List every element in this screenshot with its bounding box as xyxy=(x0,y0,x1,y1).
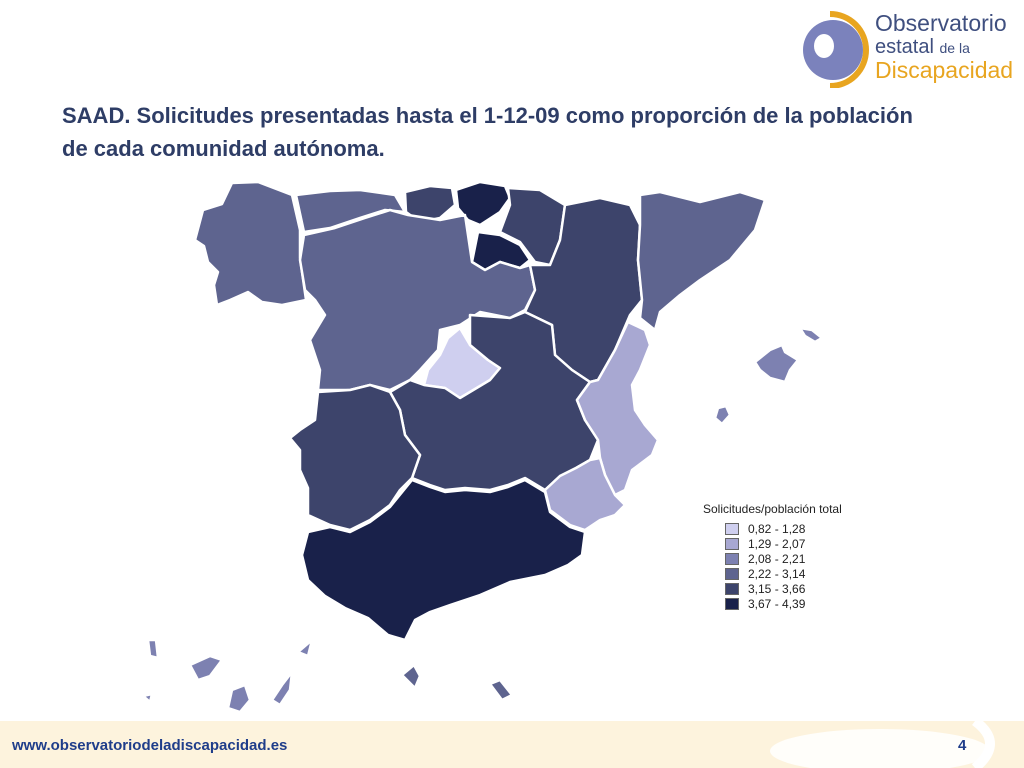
page-number: 4 xyxy=(958,737,967,754)
legend-label: 1,29 - 2,07 xyxy=(748,536,806,551)
legend-swatch xyxy=(725,522,739,535)
legend-item: 3,67 - 4,39 xyxy=(725,596,842,611)
legend-item: 0,82 - 1,28 xyxy=(725,521,842,536)
region-melilla xyxy=(488,678,514,702)
region-extremadura xyxy=(288,383,422,532)
logo-line-1: Observatorio xyxy=(875,10,1007,36)
region-castilla-la-mancha xyxy=(388,310,600,492)
map-legend: Solicitudes/población total 0,82 - 1,28 … xyxy=(703,502,842,611)
region-baleares-menorca xyxy=(798,326,824,344)
region-galicia xyxy=(193,180,308,307)
legend-label: 2,22 - 3,14 xyxy=(748,566,806,581)
region-canarias-5 xyxy=(296,638,314,658)
region-ceuta xyxy=(400,663,422,690)
spain-choropleth-map xyxy=(141,180,824,714)
legend-swatch xyxy=(725,537,739,550)
legend-title: Solicitudes/población total xyxy=(703,502,842,516)
region-navarra xyxy=(498,186,567,267)
legend-label: 0,82 - 1,28 xyxy=(748,521,806,536)
footer-website-link[interactable]: www.observatoriodeladiscapacidad.es xyxy=(12,737,288,754)
legend-swatch xyxy=(725,552,739,565)
logo-emblem-icon xyxy=(803,11,869,88)
legend-swatch xyxy=(725,597,739,610)
legend-item: 3,15 - 3,66 xyxy=(725,581,842,596)
region-baleares-ibiza xyxy=(713,404,732,426)
region-canarias-1 xyxy=(146,638,160,660)
region-baleares-mallorca xyxy=(753,343,800,384)
logo-line-3: Discapacidad xyxy=(875,57,1014,83)
region-canarias-6 xyxy=(141,692,154,704)
region-canarias-4 xyxy=(270,670,294,707)
legend-swatch xyxy=(725,567,739,580)
region-valencia xyxy=(575,320,660,497)
legend-item: 1,29 - 2,07 xyxy=(725,536,842,551)
footer-bar: www.observatoriodeladiscapacidad.es 4 xyxy=(0,721,1024,768)
region-andalucia xyxy=(300,478,587,642)
slide-title: SAAD. Solicitudes presentadas hasta el 1… xyxy=(62,103,913,161)
legend-label: 3,15 - 3,66 xyxy=(748,581,806,596)
footer-swoosh-icon xyxy=(770,721,995,768)
region-canarias-2 xyxy=(188,654,224,682)
logo-line-2b: de la xyxy=(939,40,970,56)
region-pais-vasco xyxy=(454,180,512,227)
region-cantabria xyxy=(403,184,457,224)
region-canarias-3 xyxy=(226,683,252,714)
legend-item: 2,22 - 3,14 xyxy=(725,566,842,581)
region-murcia xyxy=(543,456,627,532)
legend-item: 2,08 - 2,21 xyxy=(725,551,842,566)
observatorio-logo: Observatorio estatal de la Discapacidad xyxy=(800,8,1015,88)
legend-swatch xyxy=(725,582,739,595)
logo-line-2a: estatal xyxy=(875,36,934,58)
legend-label: 3,67 - 4,39 xyxy=(748,596,806,611)
region-cataluna xyxy=(636,190,767,332)
legend-label: 2,08 - 2,21 xyxy=(748,551,806,566)
